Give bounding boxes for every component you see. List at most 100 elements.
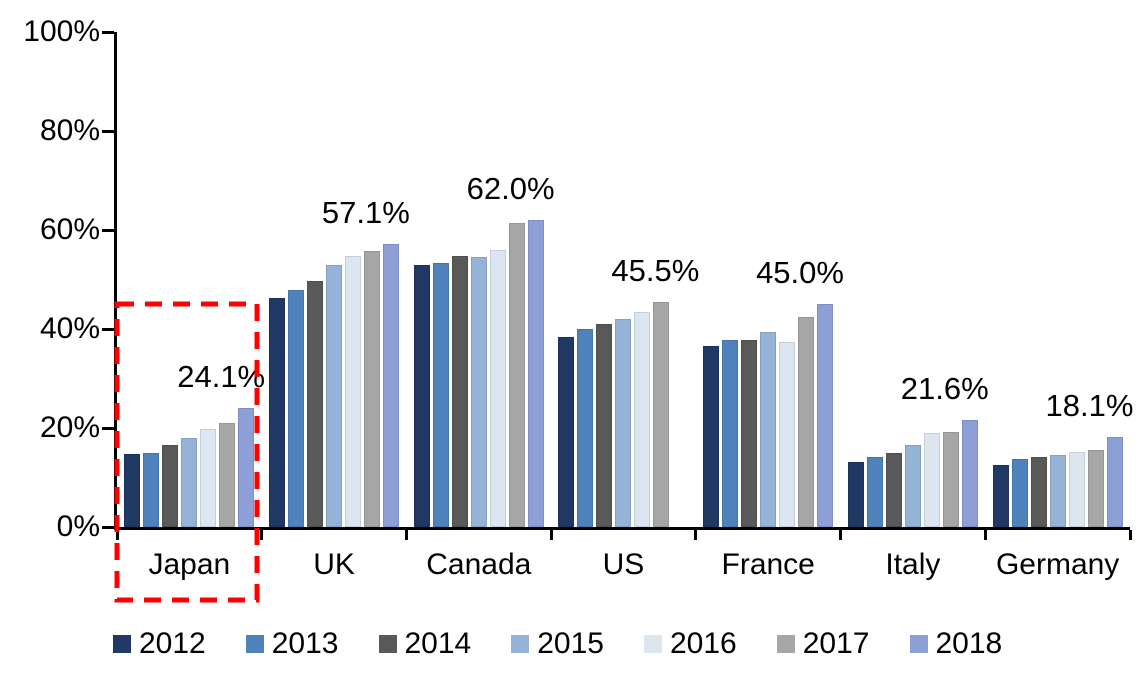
x-axis-tick-mark <box>115 530 119 540</box>
bar-group-france: 45.0% <box>696 32 844 527</box>
legend-label-2015: 2015 <box>537 627 604 660</box>
x-axis-tick-mark <box>983 530 987 540</box>
bar-canada-2013 <box>432 262 449 527</box>
legend-item-2013: 2013 <box>245 627 339 660</box>
bar-france-2013 <box>722 340 739 527</box>
bar-france-2012 <box>703 345 720 527</box>
bar-uk-2017 <box>364 250 381 527</box>
legend-label-2017: 2017 <box>802 627 870 660</box>
bar-italy-2013 <box>866 457 883 527</box>
bar-germany-2017 <box>1087 449 1104 527</box>
bar-france-2014 <box>741 340 758 527</box>
legend-label-2016: 2016 <box>670 627 737 660</box>
bar-group-uk: 57.1% <box>262 32 410 527</box>
bar-uk-2012 <box>269 297 286 527</box>
y-axis-tick-label: 20% <box>39 411 100 444</box>
legend-swatch-2012 <box>113 635 131 653</box>
bar-uk-2013 <box>288 290 305 527</box>
bar-japan-2014 <box>162 445 179 527</box>
category-label-italy: Italy <box>885 548 941 581</box>
legend-label-2018: 2018 <box>935 627 1003 660</box>
bar-japan-2012 <box>124 453 141 527</box>
legend-swatch-2015 <box>511 635 530 653</box>
bar-japan-2017 <box>219 423 236 527</box>
legend-item-2017: 2017 <box>776 627 870 660</box>
bar-germany-2013 <box>1011 458 1028 527</box>
legend-swatch-2014 <box>378 635 397 653</box>
data-label-japan: 24.1% <box>177 358 266 394</box>
y-axis-tick-mark <box>102 426 114 430</box>
x-axis-tick-mark <box>549 530 553 540</box>
category-label-france: France <box>721 548 815 581</box>
bar-france-2018 <box>817 304 834 527</box>
plot-area: 24.1% 57.1% 62.0% 45.5% 45.0% 21.6% 18.1% <box>102 30 1133 530</box>
bar-us-2013 <box>577 329 594 527</box>
category-label-japan: Japan <box>148 548 231 581</box>
legend-swatch-2013 <box>245 635 264 653</box>
category-label-germany: Germany <box>995 548 1120 581</box>
bar-germany-2015 <box>1049 454 1066 527</box>
bar-uk-2015 <box>326 264 343 527</box>
legend-item-2018: 2018 <box>909 627 1003 660</box>
bar-us-2016 <box>634 311 651 527</box>
bar-canada-2012 <box>413 264 430 527</box>
bar-italy-2014 <box>885 452 902 527</box>
bar-canada-2017 <box>508 222 525 527</box>
data-label-canada: 62.0% <box>466 171 555 207</box>
bar-germany-2012 <box>992 465 1009 527</box>
bar-uk-2014 <box>307 280 324 527</box>
y-axis-tick-mark <box>102 129 114 133</box>
legend-item-2016: 2016 <box>644 628 737 660</box>
category-label-uk: UK <box>313 548 355 581</box>
legend-item-2014: 2014 <box>378 627 472 660</box>
y-axis-tick-mark <box>102 228 114 232</box>
bar-france-2015 <box>760 332 777 527</box>
y-axis-tick-label: 40% <box>39 312 100 345</box>
y-axis-tick-mark <box>102 327 114 331</box>
bar-germany-2014 <box>1030 456 1047 527</box>
legend-label-2014: 2014 <box>404 627 472 660</box>
bar-italy-2012 <box>847 461 864 527</box>
data-label-italy: 21.6% <box>900 371 989 407</box>
bar-group-italy: 21.6% <box>841 32 989 527</box>
bar-canada-2015 <box>470 257 487 527</box>
data-label-france: 45.0% <box>756 255 844 291</box>
bar-italy-2015 <box>904 444 921 527</box>
legend-swatch-2016 <box>644 635 662 653</box>
bar-italy-2018 <box>961 420 978 527</box>
bar-japan-2015 <box>181 437 198 527</box>
bar-germany-2018 <box>1106 437 1123 527</box>
data-label-us: 45.5% <box>611 252 700 288</box>
bar-france-2017 <box>798 317 815 527</box>
legend-item-2012: 2012 <box>113 628 206 660</box>
y-axis-tick-label: 60% <box>39 213 100 246</box>
bar-italy-2016 <box>923 432 940 527</box>
y-axis-tick-mark <box>102 30 114 34</box>
bar-group-us: 45.5% <box>551 32 700 527</box>
x-axis-tick-mark <box>404 530 408 540</box>
x-axis-tick-mark <box>694 530 698 540</box>
legend-label-2012: 2012 <box>139 627 206 660</box>
legend-label-2013: 2013 <box>271 627 339 660</box>
bar-japan-2016 <box>200 429 217 527</box>
y-axis-tick-label: 100% <box>23 15 100 48</box>
data-label-uk: 57.1% <box>321 195 410 231</box>
bar-canada-2018 <box>527 220 544 527</box>
category-label-canada: Canada <box>426 548 532 581</box>
legend-swatch-2017 <box>776 635 795 653</box>
category-label-us: US <box>602 548 645 581</box>
bar-group-japan: 24.1% <box>117 32 266 527</box>
x-axis-tick-mark <box>839 530 843 540</box>
legend: 2012 2013 2014 2015 2016 2017 2018 <box>113 628 1002 660</box>
bar-italy-2017 <box>942 431 959 527</box>
bar-france-2016 <box>779 341 796 527</box>
bar-japan-2018 <box>238 407 255 527</box>
x-axis-tick-mark <box>1128 530 1132 540</box>
bar-canada-2014 <box>451 255 468 527</box>
data-label-germany: 18.1% <box>1045 388 1134 424</box>
y-axis-tick-label: 80% <box>39 114 100 147</box>
y-axis-tick-mark <box>102 525 114 529</box>
bar-uk-2016 <box>345 255 362 527</box>
bar-germany-2016 <box>1068 451 1085 527</box>
